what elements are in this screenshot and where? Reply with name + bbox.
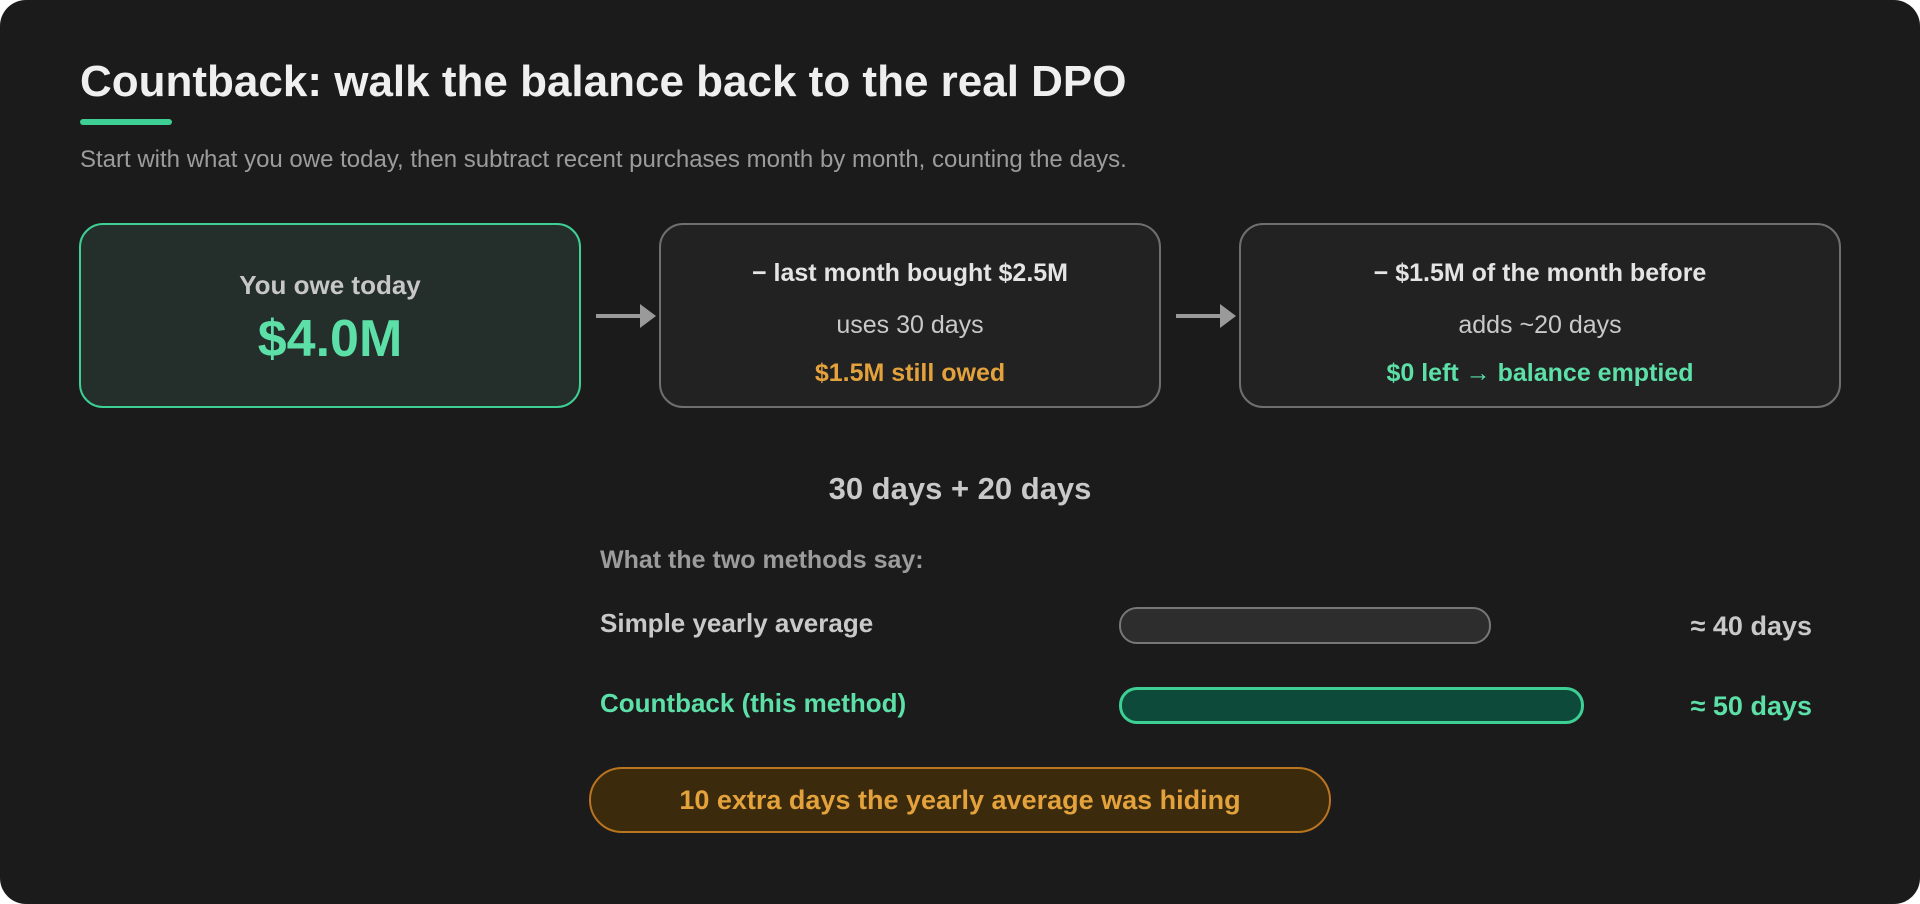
last-month-result: $1.5M still owed bbox=[814, 359, 1006, 387]
countback-value: ≈ 50 days bbox=[1690, 691, 1812, 721]
last-month-detail: uses 30 days bbox=[836, 311, 984, 339]
step-box-month-before: − $1.5M of the month before adds ~20 day… bbox=[1239, 223, 1841, 408]
simple-average-value: ≈ 40 days bbox=[1690, 611, 1812, 641]
title-underline bbox=[80, 119, 172, 125]
comparison-title: What the two methods say: bbox=[600, 546, 924, 574]
page-title: Countback: walk the balance back to the … bbox=[80, 57, 1127, 106]
extra-days-callout: 10 extra days the yearly average was hid… bbox=[589, 767, 1331, 833]
arrow-right-icon bbox=[596, 304, 658, 328]
countback-label: Countback (this method) bbox=[600, 688, 907, 718]
owe-today-amount: $4.0M bbox=[257, 310, 403, 368]
subtitle: Start with what you owe today, then subt… bbox=[80, 146, 1127, 173]
last-month-heading: − last month bought $2.5M bbox=[752, 259, 1068, 287]
countback-bar bbox=[1119, 687, 1584, 724]
simple-average-label: Simple yearly average bbox=[600, 608, 874, 638]
month-before-detail: adds ~20 days bbox=[1458, 311, 1622, 339]
step-box-owe-today: You owe today $4.0M bbox=[79, 223, 581, 408]
owe-today-label: You owe today bbox=[239, 270, 421, 300]
simple-average-bar bbox=[1119, 607, 1491, 644]
month-before-result: $0 left → balance emptied bbox=[1386, 359, 1694, 387]
step-box-last-month: − last month bought $2.5M uses 30 days $… bbox=[659, 223, 1161, 408]
days-sum: 30 days + 20 days bbox=[828, 471, 1092, 506]
month-before-heading: − $1.5M of the month before bbox=[1373, 259, 1707, 287]
arrow-right-icon bbox=[1176, 304, 1238, 328]
